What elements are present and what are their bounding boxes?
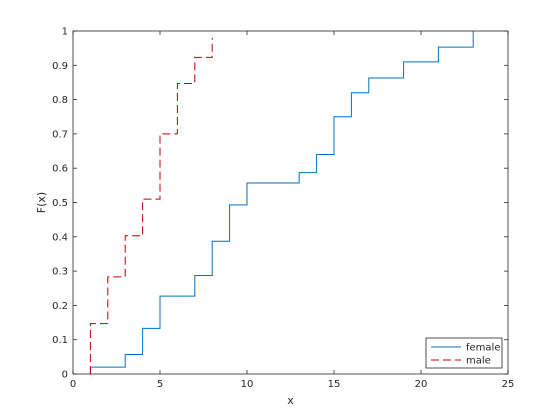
y-tick-label: 0.3 — [52, 267, 68, 278]
x-tick-label: 20 — [415, 379, 428, 390]
y-tick-label: 0.6 — [52, 164, 68, 175]
x-tick-label: 25 — [502, 379, 515, 390]
series-line-female — [89, 31, 474, 374]
series-line-male — [89, 37, 213, 374]
y-tick-label: 0.8 — [52, 95, 68, 106]
y-tick-label: 0.9 — [52, 61, 68, 72]
plot-area — [73, 31, 508, 374]
x-tick-label: 10 — [241, 379, 254, 390]
y-tick-label: 0.1 — [52, 335, 68, 346]
legend-label-female: female — [466, 343, 500, 354]
y-tick-label: 0 — [62, 370, 68, 381]
axes-layer: 0 5 10 15 20 25 0 0.1 0.2 0.3 0.4 0.5 0.6 0.7 0.8 0.9 1 — [52, 27, 514, 391]
y-tick-label: 0.7 — [52, 129, 68, 140]
legend-box — [425, 337, 503, 369]
x-tick-label: 15 — [328, 379, 341, 390]
legend-label-male: male — [466, 356, 491, 367]
x-axis-label: x — [287, 394, 294, 407]
y-tick-label: 0.4 — [52, 232, 68, 243]
y-tick-label: 0.2 — [52, 301, 68, 312]
x-tick-label: 0 — [70, 379, 76, 390]
y-tick-label: 1 — [62, 27, 68, 38]
legend: female male — [425, 337, 503, 369]
x-tick-label: 5 — [157, 379, 163, 390]
y-axis-label: F(x) — [35, 192, 48, 213]
y-tick-label: 0.5 — [52, 198, 68, 209]
series-layer — [89, 31, 474, 374]
